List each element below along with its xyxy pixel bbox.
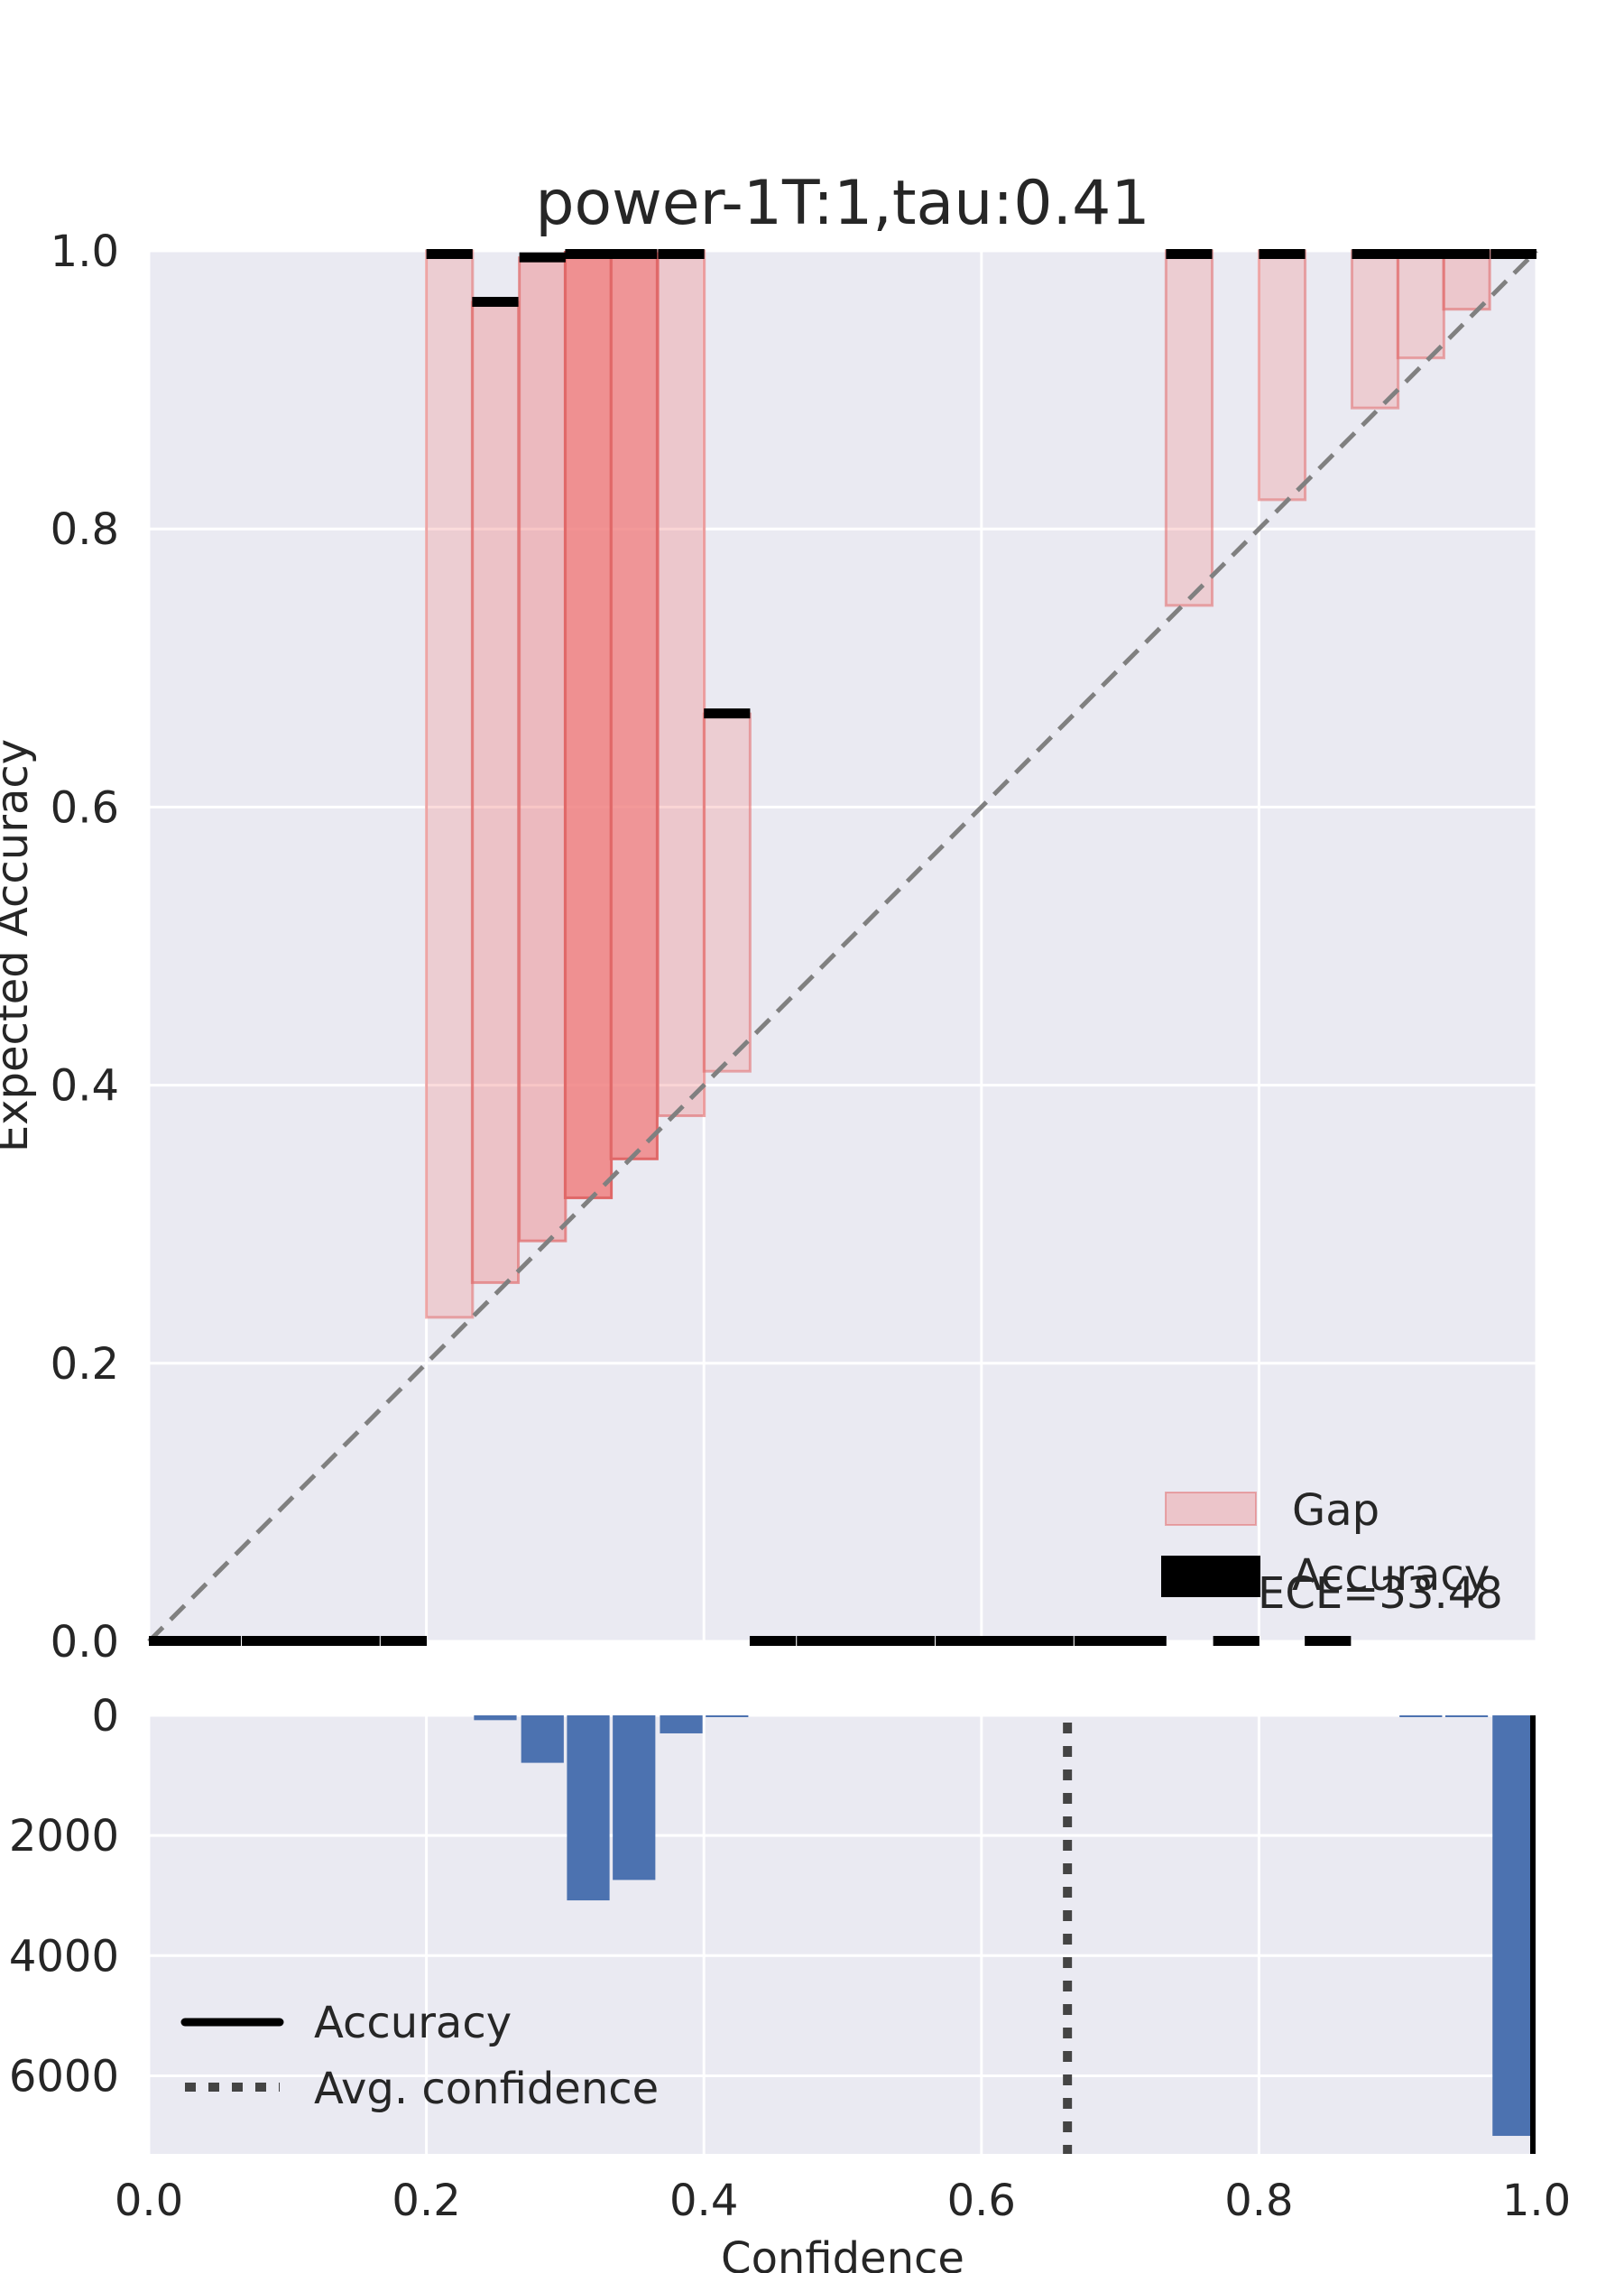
perfect-calibration-line xyxy=(147,249,1538,1643)
x-axis-label: Confidence xyxy=(721,2233,964,2273)
accuracy-bar xyxy=(287,1636,335,1646)
legend-accuracy-swatch xyxy=(1161,1556,1260,1597)
histogram-legend: Accuracy Avg. confidence xyxy=(180,1998,659,2114)
reliability-panel: 0.0 0.2 0.4 0.6 0.8 1.0 power-1T:1,tau:0.41 E… xyxy=(0,168,1538,1668)
y-tick-label: 0.2 xyxy=(51,1339,119,1390)
accuracy-bar xyxy=(749,1636,797,1646)
accuracy-bar xyxy=(1120,1636,1167,1646)
histogram-y-ticks: 0 2000 4000 6000 xyxy=(9,1691,119,2102)
gap-bar xyxy=(470,300,521,1284)
accuracy-bar xyxy=(380,1636,428,1646)
histogram-y-tick-label: 0 xyxy=(91,1691,119,1742)
accuracy-bar xyxy=(1443,249,1490,259)
legend-accuracy-label: Accuracy xyxy=(1292,1550,1490,1601)
gap-bar xyxy=(609,252,659,1160)
accuracy-bar xyxy=(843,1636,890,1646)
x-tick-label: 0.4 xyxy=(669,2176,738,2226)
accuracy-bar xyxy=(194,1636,241,1646)
legend-gap-swatch xyxy=(1165,1492,1257,1526)
accuracy-bar xyxy=(1305,1636,1352,1646)
gap-bar xyxy=(518,256,567,1243)
histogram-bar xyxy=(567,1715,610,1901)
accuracy-bar xyxy=(1027,1636,1074,1646)
x-tick-label: 0.8 xyxy=(1224,2176,1293,2226)
gap-bar xyxy=(1396,249,1445,360)
y-tick-label: 1.0 xyxy=(51,226,119,277)
accuracy-bar xyxy=(658,249,705,259)
accuracy-bar xyxy=(1259,249,1306,259)
gap-bar xyxy=(1350,249,1400,410)
accuracy-bar xyxy=(1213,1636,1260,1646)
histogram-bar xyxy=(474,1715,517,1721)
y-tick-label: 0.8 xyxy=(51,504,119,555)
accuracy-bar xyxy=(1352,249,1398,259)
gap-bar xyxy=(702,712,752,1073)
gap-bar xyxy=(563,251,614,1199)
histogram-y-tick-label: 4000 xyxy=(9,1931,119,1982)
accuracy-bar xyxy=(1074,1636,1121,1646)
reliability-y-ticks: 0.0 0.2 0.4 0.6 0.8 1.0 xyxy=(51,226,119,1668)
histogram-bar xyxy=(706,1715,749,1717)
histogram-y-tick-label: 2000 xyxy=(9,1811,119,1862)
accuracy-bar xyxy=(519,252,566,263)
accuracy-bar xyxy=(333,1636,380,1646)
histogram-bar xyxy=(660,1715,703,1733)
reliability-legend: Gap Accuracy ECE=33.48 xyxy=(1161,1485,1503,1619)
gap-bar xyxy=(425,249,475,1319)
histogram-x-ticks: 0.0 0.2 0.4 0.6 0.8 1.0 xyxy=(115,2176,1571,2226)
histogram-y-tick-label: 6000 xyxy=(9,2051,119,2102)
accuracy-bar xyxy=(242,1636,289,1646)
histogram-panel: 0 2000 4000 6000 0.0 0.2 0.4 0.6 0.8 1.0 Confide… xyxy=(9,1691,1571,2273)
ece-annotation: ECE=33.48 xyxy=(1258,1568,1503,1619)
accuracy-bar xyxy=(936,1636,983,1646)
legend-avg-confidence-label: Avg. confidence xyxy=(314,2064,659,2114)
histogram-bar xyxy=(1399,1715,1443,1717)
x-tick-label: 0.0 xyxy=(115,2176,183,2226)
histogram-bars xyxy=(474,1715,1535,2137)
y-tick-label: 0.4 xyxy=(51,1061,119,1112)
gap-bar xyxy=(1442,249,1491,311)
x-tick-label: 0.6 xyxy=(947,2176,1016,2226)
accuracy-bar xyxy=(611,249,658,259)
gap-bar xyxy=(656,249,706,1118)
accuracy-bar xyxy=(426,249,473,259)
accuracy-bar xyxy=(149,1636,196,1646)
y-axis-label: Expected Accuracy xyxy=(0,739,38,1152)
accuracy-bar xyxy=(704,708,751,719)
accuracy-bar xyxy=(565,249,612,259)
legend-gap-label: Gap xyxy=(1292,1485,1379,1536)
accuracy-bar xyxy=(1398,249,1444,259)
accuracy-bar xyxy=(888,1636,935,1646)
accuracy-bar xyxy=(472,297,519,308)
accuracy-bar xyxy=(1166,249,1213,259)
reliability-bars xyxy=(425,249,1491,1319)
gap-bar xyxy=(1164,249,1214,607)
accuracy-markers xyxy=(149,249,1536,1646)
histogram-bar xyxy=(613,1715,656,1880)
histogram-plot-background xyxy=(149,1715,1536,2154)
histogram-bar xyxy=(521,1715,564,1763)
gap-bar xyxy=(1257,249,1307,502)
legend-accuracy-line-label: Accuracy xyxy=(314,1998,512,2048)
y-tick-label: 0.6 xyxy=(51,782,119,833)
chart-title: power-1T:1,tau:0.41 xyxy=(535,168,1149,239)
histogram-bar xyxy=(1444,1715,1489,1717)
histogram-bar xyxy=(1492,1715,1535,2137)
histogram-grid xyxy=(147,1714,1538,2154)
x-tick-label: 0.2 xyxy=(392,2176,460,2226)
accuracy-bar xyxy=(981,1636,1029,1646)
x-tick-label: 1.0 xyxy=(1502,2176,1571,2226)
y-tick-label: 0.0 xyxy=(51,1617,119,1668)
accuracy-bar xyxy=(1490,249,1536,259)
accuracy-bar xyxy=(797,1636,844,1646)
